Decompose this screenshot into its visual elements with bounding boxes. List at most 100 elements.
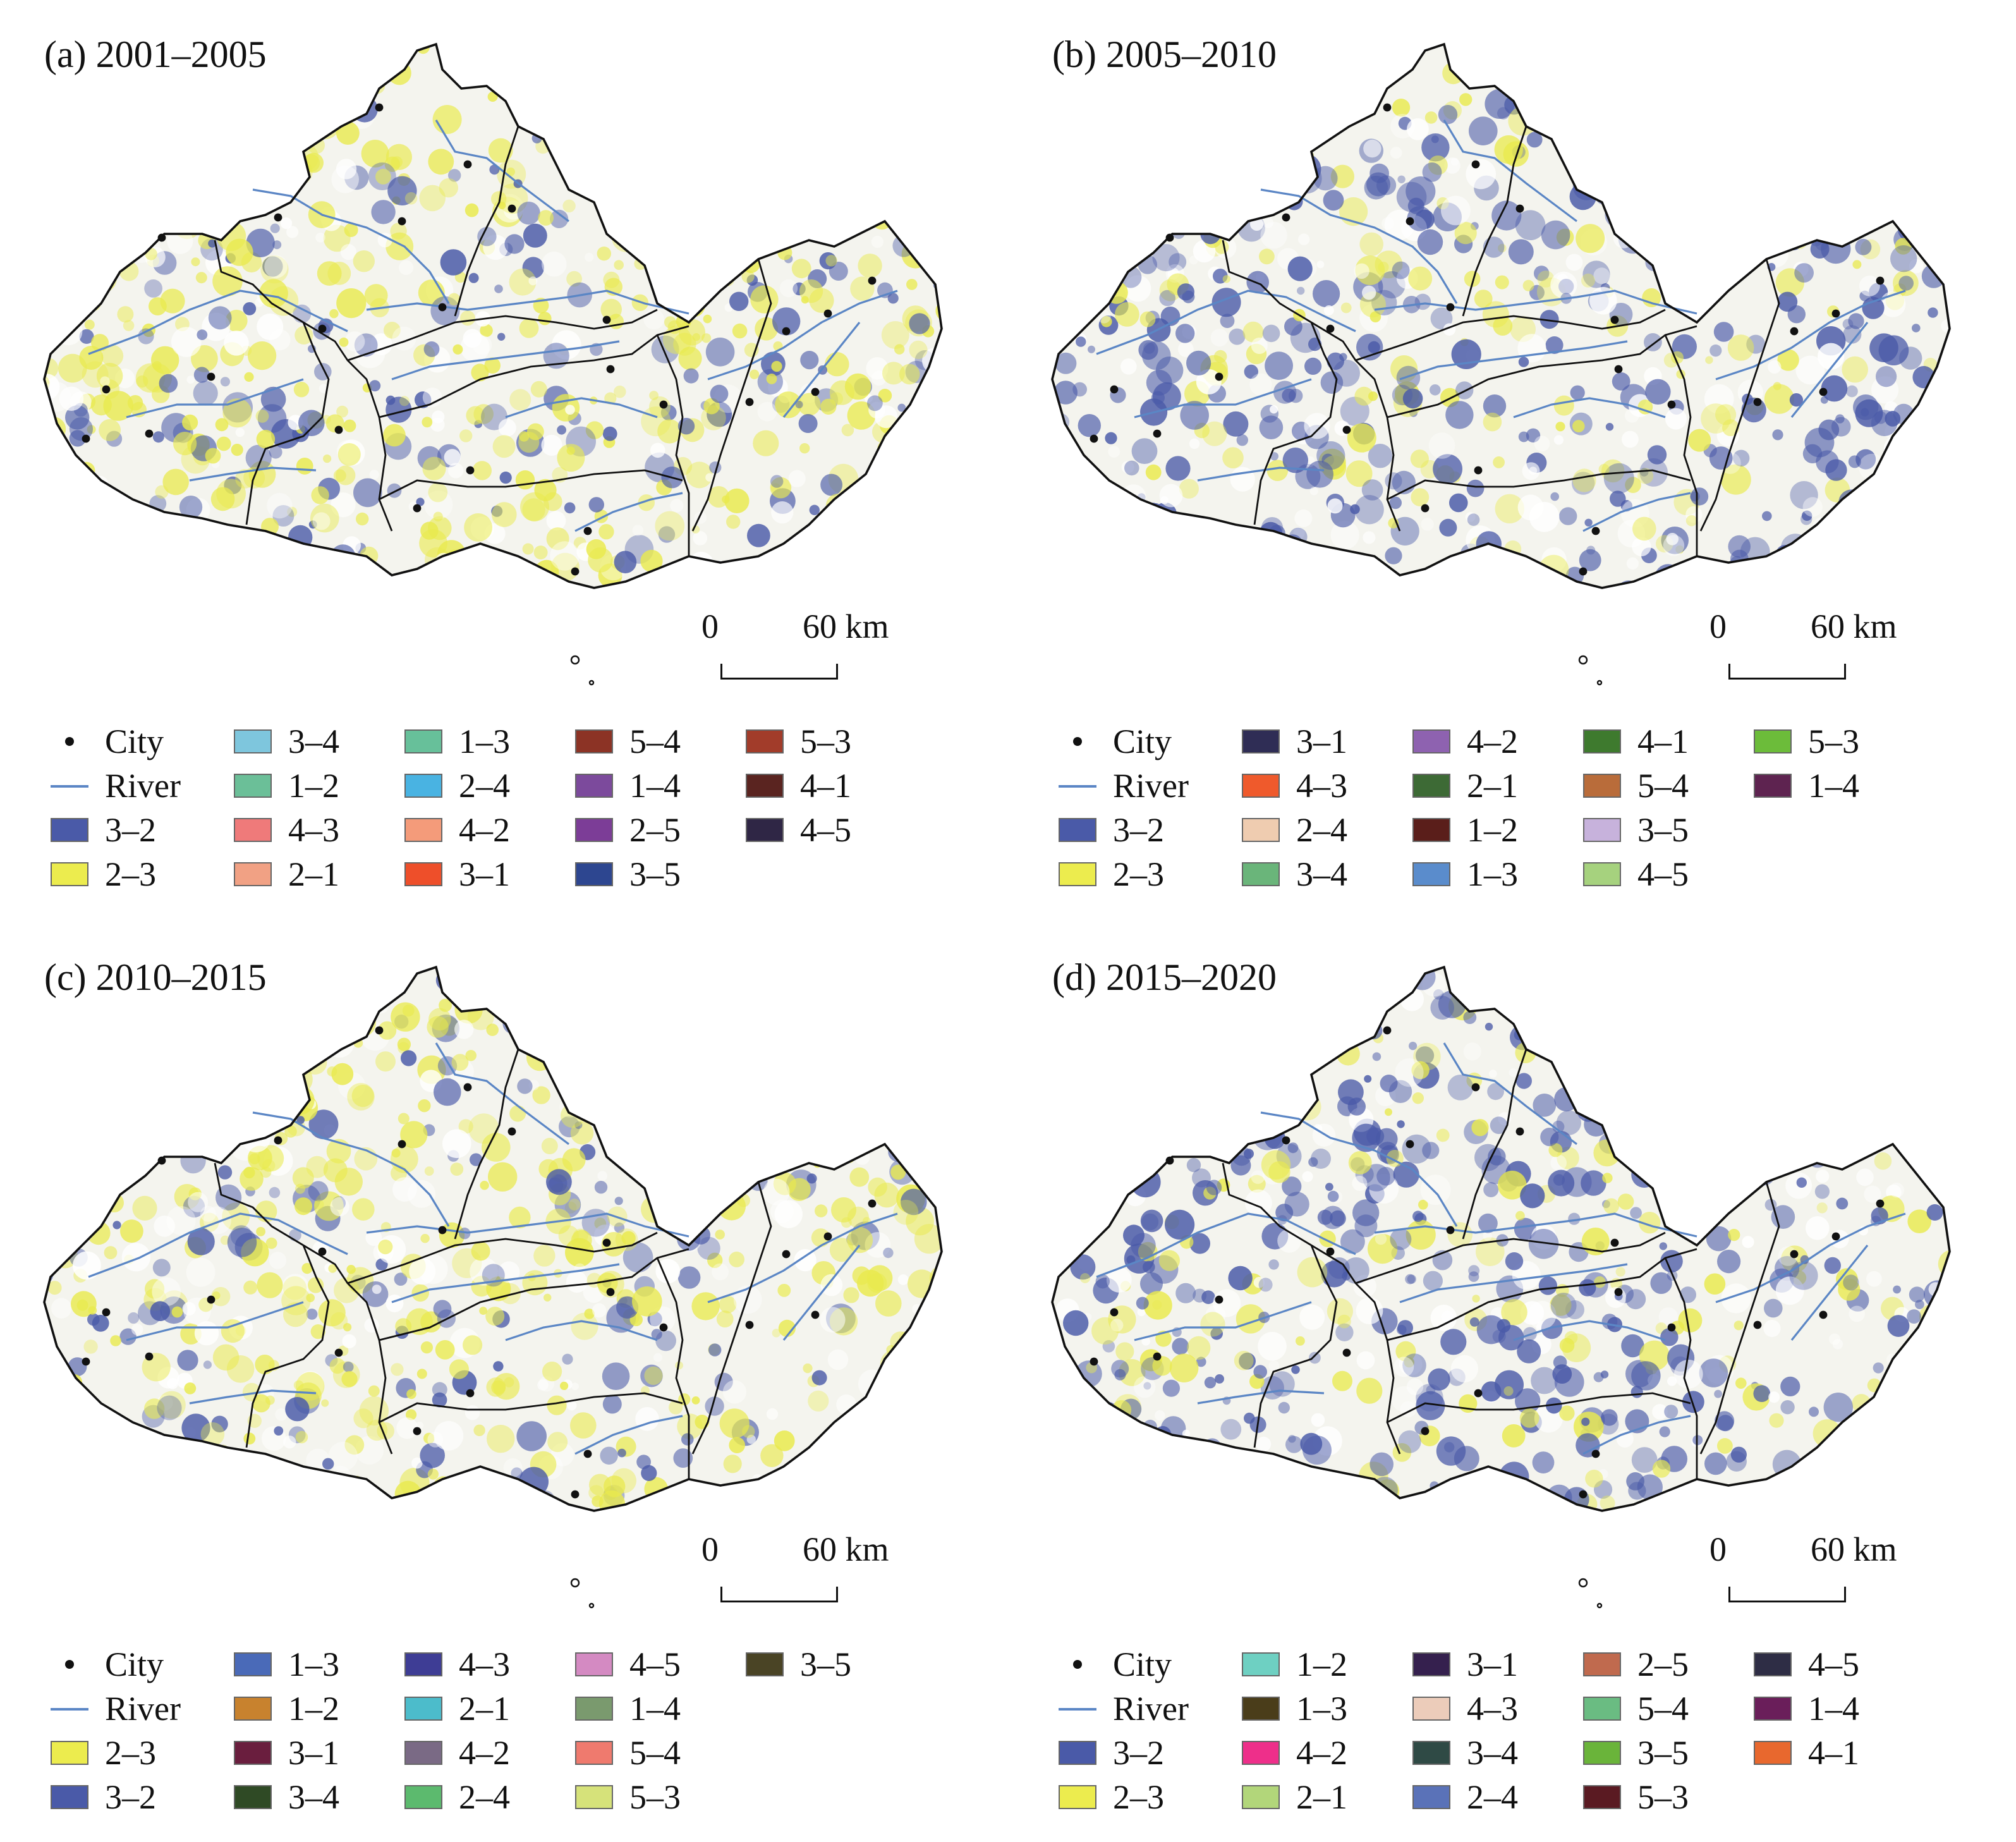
city-marker: [507, 204, 516, 213]
legend-item: 3–5: [575, 853, 681, 895]
color-swatch: [234, 818, 272, 842]
city-marker: [413, 1427, 422, 1436]
legend-item: 1–4: [575, 1688, 681, 1729]
county-boundary: [379, 325, 689, 418]
city-marker: [1591, 1449, 1600, 1458]
county-boundary: [1387, 1248, 1697, 1341]
city-marker: [571, 1490, 580, 1499]
city-marker: [1819, 1310, 1828, 1319]
color-swatch: [1412, 1741, 1450, 1765]
island: [1596, 1602, 1603, 1609]
county-boundary: [1222, 1162, 1401, 1455]
legend-item: 2–1: [1242, 1776, 1347, 1818]
color-swatch: [1583, 1741, 1621, 1765]
legend-item: 3–2: [1059, 1732, 1164, 1774]
legend-label: 5–3: [629, 1778, 681, 1816]
legend-label: 1–2: [1296, 1645, 1347, 1683]
color-swatch: [1242, 1785, 1280, 1809]
county-boundary: [1699, 259, 1780, 532]
color-swatch: [1583, 1652, 1621, 1676]
legend-item: 2–3: [1059, 853, 1164, 895]
river-line: [126, 378, 304, 418]
legend-label: 4–5: [800, 811, 851, 849]
legend-label: 4–1: [1808, 1734, 1859, 1772]
river-line: [189, 1389, 317, 1405]
river-line: [1374, 290, 1697, 315]
city-marker: [375, 103, 384, 112]
legend-item: 4–5: [575, 1644, 681, 1685]
legend-label: 3–1: [1467, 1645, 1518, 1683]
city-marker: [102, 385, 111, 394]
legend-label: 3–1: [459, 855, 510, 893]
color-swatch: [1242, 1741, 1280, 1765]
island: [588, 1602, 595, 1609]
river-line: [505, 1320, 658, 1341]
city-marker: [1342, 425, 1351, 434]
color-swatch: [1242, 774, 1280, 798]
county-boundary: [347, 1231, 658, 1284]
city-marker: [145, 1352, 154, 1361]
legend-item: 3–2: [1059, 809, 1164, 851]
legend-item: 2–4: [404, 1776, 510, 1818]
legend-label: 4–3: [1467, 1690, 1518, 1728]
legend-item: 1–3: [234, 1644, 339, 1685]
color-swatch: [575, 774, 613, 798]
island: [1578, 655, 1588, 665]
city-marker: [438, 1226, 447, 1235]
city-marker: [274, 1136, 282, 1145]
legend-item: 1–4: [1754, 1688, 1859, 1729]
city-marker: [1591, 527, 1600, 535]
legend-label: 2–3: [1113, 1778, 1164, 1816]
city-marker: [1831, 309, 1840, 318]
city-marker: [1515, 1127, 1524, 1136]
color-swatch: [1242, 818, 1280, 842]
legend-label: 2–1: [1296, 1778, 1347, 1816]
city-marker: [1610, 1238, 1619, 1247]
color-swatch: [1242, 729, 1280, 753]
city-marker: [571, 567, 580, 576]
legend-label: 3–4: [288, 723, 339, 760]
legend-label: 3–5: [1637, 1734, 1689, 1772]
river-symbol: [51, 1697, 88, 1721]
legend-label: City: [105, 1645, 164, 1683]
city-marker: [1421, 504, 1430, 513]
panel-title: (c) 2010–2015: [44, 956, 267, 998]
city-marker: [823, 309, 832, 318]
legend-item: 5–4: [575, 721, 681, 762]
city-marker: [82, 434, 90, 443]
city-marker: [1165, 233, 1174, 242]
land-change-map: [43, 42, 943, 686]
color-swatch: [404, 729, 442, 753]
city-symbol: [1059, 1652, 1096, 1676]
legend-item: 1–3: [1242, 1688, 1347, 1729]
city-marker: [157, 1156, 166, 1165]
city-marker: [1614, 365, 1623, 374]
county-boundary: [245, 1245, 330, 1448]
color-swatch: [1412, 1697, 1450, 1721]
island: [1596, 680, 1603, 686]
legend-label: River: [1113, 767, 1189, 805]
legend-item: 2–3: [1059, 1776, 1164, 1818]
island: [570, 655, 580, 665]
legend-label: 2–4: [459, 1778, 510, 1816]
color-swatch: [234, 1785, 272, 1809]
color-swatch: [575, 729, 613, 753]
legend-label: 4–3: [459, 1645, 510, 1683]
legend-item: 3–1: [1242, 721, 1347, 762]
legend-label: 1–2: [1467, 811, 1518, 849]
region-outline: [43, 42, 943, 589]
city-marker: [318, 324, 327, 333]
county-boundary: [1387, 469, 1691, 501]
legend-item: 1–2: [1412, 809, 1518, 851]
legend-label: 3–1: [288, 1734, 339, 1772]
legend-item: 3–2: [51, 809, 156, 851]
river-line: [1790, 1245, 1869, 1341]
legend-item: 2–1: [1412, 765, 1518, 807]
river-line: [88, 290, 348, 355]
city-marker: [375, 1026, 384, 1035]
city-marker: [507, 1127, 516, 1136]
county-boundary: [1355, 1231, 1666, 1284]
color-swatch: [1754, 1741, 1792, 1765]
city-marker: [1471, 160, 1480, 169]
legend-label: 3–1: [1296, 723, 1347, 760]
